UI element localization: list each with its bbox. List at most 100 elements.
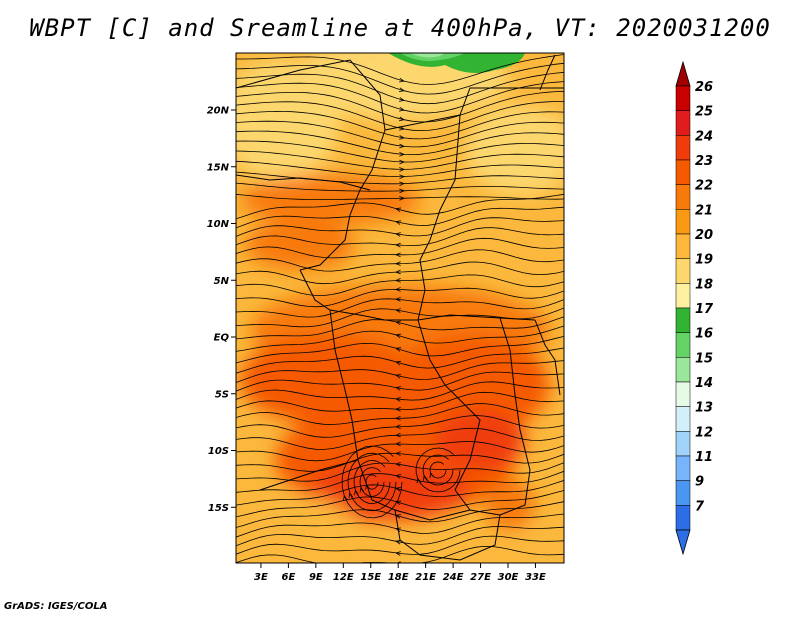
lat-label: 15S [208, 503, 229, 514]
lat-label: 10S [208, 446, 229, 457]
streamline [236, 120, 564, 148]
streamline [236, 101, 564, 132]
streamline-arrow [429, 472, 435, 479]
streamline-arrow [395, 500, 402, 506]
streamline-arrow [394, 320, 401, 326]
streamline-arrow [394, 220, 401, 225]
streamline-arrow [394, 242, 401, 248]
colorbar-label: 18 [695, 277, 713, 292]
colorbar-label: 13 [695, 401, 713, 416]
grads-credit: GrADS: IGES/COLA [4, 601, 108, 612]
colorbar-label: 24 [695, 129, 713, 144]
streamline [236, 227, 564, 247]
streamline [236, 62, 564, 95]
streamline [236, 526, 564, 547]
streamline-arrow [395, 333, 402, 339]
lat-label: 10N [207, 219, 230, 230]
streamline-arrow [399, 87, 406, 92]
streamline [236, 110, 564, 140]
colorbar-label: 25 [695, 105, 713, 120]
streamline [236, 391, 564, 412]
streamline [236, 54, 564, 85]
streamline-arrow [399, 188, 406, 194]
streamline-arrow [399, 151, 406, 157]
streamline-arrow [395, 487, 401, 492]
streamline-arrow [394, 432, 401, 438]
colorbar-label: 12 [695, 425, 713, 440]
colorbar-segment [675, 307, 691, 333]
streamline [236, 347, 564, 374]
streamline-arrow [394, 397, 401, 402]
streamline [236, 513, 564, 538]
streamline-arrow [394, 424, 401, 429]
colorbar-label: 17 [695, 302, 714, 317]
colorbar-segment [675, 209, 691, 235]
streamline [236, 316, 564, 340]
colorbar-under-triangle [675, 529, 691, 556]
streamline-arrow [394, 441, 401, 447]
lat-label: 5N [214, 276, 230, 287]
lon-label: 27E [470, 572, 491, 583]
lon-label: 21E [415, 572, 436, 583]
streamline [236, 237, 564, 259]
colorbar-segment [675, 505, 691, 531]
map-title: WBPT [C] and Sreamline at 400hPa, VT: 20… [29, 14, 771, 42]
colorbar-over-triangle [675, 60, 691, 87]
colorbar-segment [675, 357, 691, 383]
streamline [236, 480, 564, 506]
colorbar-label: 7 [695, 499, 705, 514]
streamline-arrow [394, 308, 401, 313]
streamline [236, 171, 564, 185]
lon-label: 12E [333, 572, 354, 583]
streamline [236, 287, 564, 308]
streamline-arrow [343, 494, 348, 501]
colorbar-segment [675, 135, 691, 161]
colorbar-segment [675, 283, 691, 309]
streamline [236, 140, 564, 163]
streamline-arrow [416, 477, 422, 484]
streamline-arrow [399, 143, 406, 149]
lon-label: 33E [525, 572, 546, 583]
colorbar-label: 11 [695, 450, 713, 465]
streamline-arrow [423, 474, 428, 481]
streamline [236, 371, 564, 392]
streamline-arrow [394, 539, 401, 545]
map-frame [235, 52, 565, 564]
lat-label: 5S [215, 389, 229, 400]
streamline-arrow [399, 196, 406, 201]
streamline-arrow [399, 135, 406, 140]
streamline [236, 274, 564, 296]
streamline [236, 403, 564, 425]
streamline [236, 490, 564, 518]
streamline [236, 81, 564, 114]
streamline-arrow [394, 232, 401, 237]
streamline [236, 150, 564, 170]
country-borders [236, 54, 564, 561]
colorbar: 26 25 24 23 22 21 20 19 18 17 16 15 14 13 12 11 9 7 [675, 60, 714, 556]
streamline [236, 249, 564, 272]
colorbar-segment [675, 381, 691, 407]
colorbar-label: 21 [695, 203, 713, 218]
longitude-axis: 3E 6E 9E 12E 15E 18E 21E 24E 27E 30E 33E [254, 563, 546, 583]
streamline-arrow [399, 167, 406, 172]
colorbar-segment [675, 480, 691, 506]
streamline-arrow [399, 174, 406, 180]
streamline [236, 470, 564, 493]
streamline-arrow [394, 551, 401, 556]
streamline-arrow [399, 97, 406, 102]
streamline-arrow [396, 561, 401, 563]
streamline-arrow [399, 181, 406, 187]
streamline [236, 501, 564, 528]
lon-label: 30E [498, 572, 519, 583]
streamline-arrow [394, 415, 401, 421]
streamline-arrow [395, 347, 402, 352]
streamline [236, 261, 564, 285]
colorbar-segment [675, 85, 691, 111]
lon-label: 9E [309, 572, 323, 583]
streamline-arrow [394, 297, 401, 302]
streamline [236, 130, 564, 156]
lat-label: 20N [207, 106, 230, 117]
streamline-arrow [399, 77, 406, 83]
colorbar-segment [675, 258, 691, 284]
